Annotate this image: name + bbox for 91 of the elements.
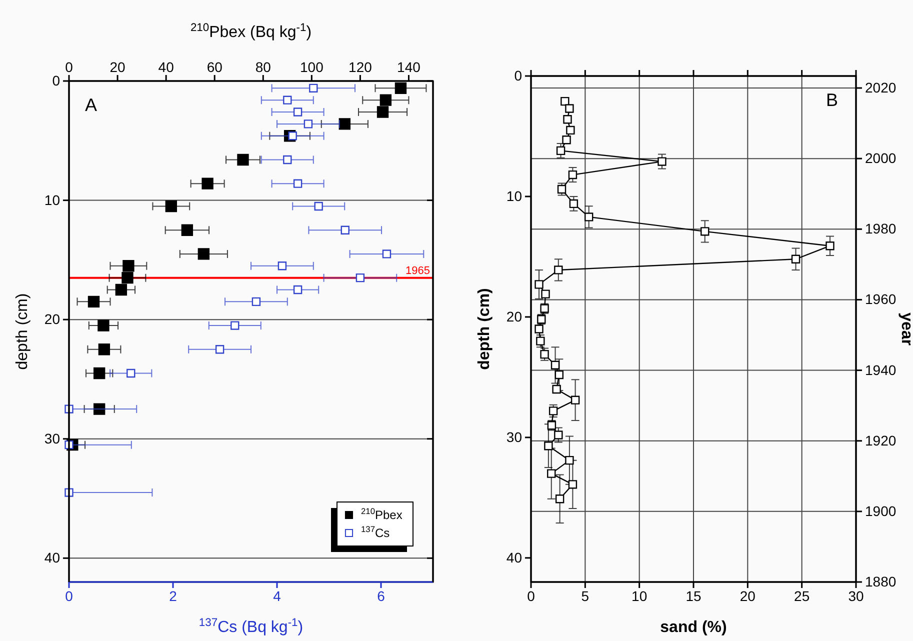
point bbox=[560, 96, 570, 106]
point bbox=[126, 368, 136, 378]
x2-tick-label: 20 bbox=[110, 59, 126, 75]
point bbox=[283, 155, 292, 164]
x-tick-label: 10 bbox=[632, 588, 648, 604]
y-axis-title: depth (cm) bbox=[14, 293, 31, 370]
annotation: A bbox=[85, 95, 98, 115]
point bbox=[569, 199, 578, 208]
point bbox=[568, 170, 578, 180]
point bbox=[826, 242, 834, 250]
y-tick-label: 0 bbox=[514, 67, 522, 84]
x-tick-label: 5 bbox=[581, 588, 590, 604]
y-tick-label: 20 bbox=[44, 311, 60, 328]
point bbox=[541, 290, 550, 298]
point bbox=[563, 115, 572, 124]
point bbox=[658, 157, 666, 166]
y2-tick-label: 2020 bbox=[865, 79, 896, 96]
x2-tick-label: 140 bbox=[397, 59, 421, 75]
legend-label: $^{137}$Cs bbox=[361, 524, 390, 540]
y-tick-label: 10 bbox=[506, 188, 522, 204]
x2-tick-label: 40 bbox=[158, 59, 174, 75]
point bbox=[566, 126, 575, 135]
point bbox=[700, 227, 710, 236]
point bbox=[568, 480, 578, 489]
point bbox=[556, 146, 566, 156]
point bbox=[565, 456, 574, 465]
point bbox=[544, 442, 553, 450]
x-tick-label: 0 bbox=[527, 588, 536, 604]
point bbox=[293, 108, 302, 116]
point bbox=[293, 285, 302, 294]
y2-tick-label: 2000 bbox=[865, 150, 896, 166]
y2-tick-label: 1900 bbox=[865, 502, 896, 519]
point bbox=[534, 324, 544, 334]
x2-axis-title: $^{210}$Pbex (Bq kg$^{-1}$) bbox=[190, 22, 312, 41]
point bbox=[584, 212, 594, 222]
point bbox=[230, 321, 240, 330]
point bbox=[293, 179, 302, 188]
point bbox=[555, 494, 564, 504]
y-tick-label: 10 bbox=[44, 192, 60, 208]
y2-tick-label: 1980 bbox=[865, 220, 896, 237]
x-tick-label: 25 bbox=[794, 588, 810, 604]
point bbox=[283, 96, 292, 104]
annotation: 1965 bbox=[406, 264, 430, 277]
x2-tick-label: 60 bbox=[206, 59, 223, 75]
x2-tick-label: 100 bbox=[300, 59, 324, 75]
point bbox=[278, 262, 287, 270]
y-tick-label: 30 bbox=[506, 428, 522, 445]
point bbox=[314, 202, 323, 211]
point bbox=[309, 84, 318, 92]
point bbox=[534, 280, 544, 289]
point bbox=[547, 469, 556, 478]
y2-tick-label: 1880 bbox=[865, 573, 896, 590]
y-tick-label: 40 bbox=[506, 549, 522, 566]
point bbox=[304, 120, 313, 128]
y-tick-label: 40 bbox=[44, 550, 60, 566]
x-axis-title: sand (%) bbox=[660, 619, 727, 636]
legend-label: $^{210}$Pbex bbox=[361, 506, 402, 522]
x2-tick-label: 0 bbox=[65, 59, 74, 75]
x-tick-label: 15 bbox=[686, 588, 702, 604]
point bbox=[382, 250, 392, 258]
y2-tick-label: 1940 bbox=[865, 362, 896, 378]
y2-tick-label: 1960 bbox=[865, 291, 896, 308]
y-axis-title: depth (cm) bbox=[476, 288, 493, 370]
y2-axis-title: year bbox=[898, 312, 913, 346]
x-tick-label: 20 bbox=[740, 588, 756, 604]
point bbox=[554, 370, 564, 380]
point bbox=[562, 136, 571, 144]
point bbox=[565, 104, 574, 113]
x-tick-label: 2 bbox=[169, 588, 178, 604]
point bbox=[550, 360, 560, 370]
x-tick-label: 6 bbox=[377, 588, 386, 604]
point bbox=[791, 254, 800, 264]
x2-tick-label: 120 bbox=[348, 59, 372, 75]
y2-tick-label: 1920 bbox=[865, 432, 896, 448]
y-tick-label: 30 bbox=[44, 430, 60, 446]
x2-tick-label: 80 bbox=[255, 59, 272, 75]
point bbox=[356, 273, 365, 282]
x-axis-title: $^{137}$Cs (Bq kg$^{-1}$) bbox=[198, 617, 304, 636]
point bbox=[570, 396, 580, 404]
annotation: B bbox=[826, 90, 838, 110]
x-tick-label: 0 bbox=[65, 588, 74, 604]
y-tick-label: 0 bbox=[52, 72, 60, 88]
point bbox=[554, 430, 563, 440]
point bbox=[252, 297, 261, 306]
point bbox=[340, 226, 350, 234]
x-tick-label: 4 bbox=[273, 588, 282, 604]
x-tick-label: 30 bbox=[848, 588, 864, 604]
point bbox=[215, 345, 224, 354]
point bbox=[552, 384, 561, 394]
point bbox=[554, 266, 563, 274]
y-tick-label: 20 bbox=[506, 308, 522, 324]
